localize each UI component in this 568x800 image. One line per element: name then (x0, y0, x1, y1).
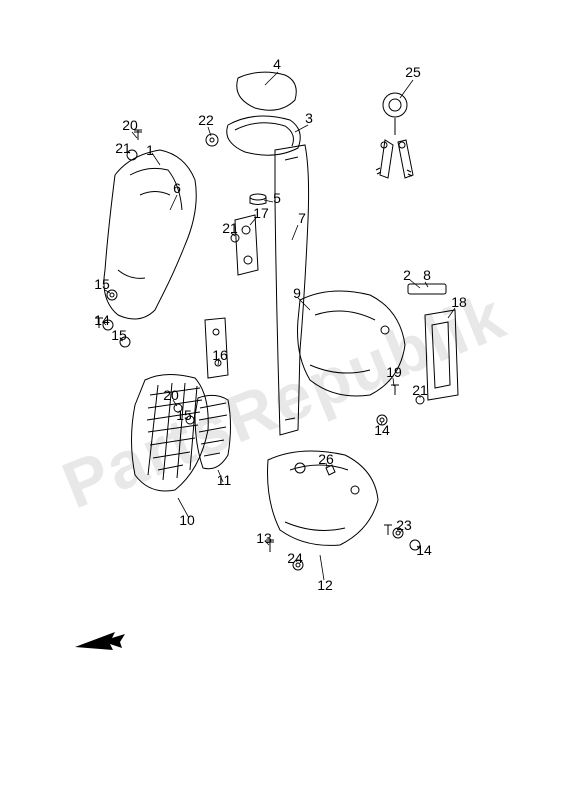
callout-20a: 20 (122, 117, 138, 133)
callout-20b: 20 (163, 387, 179, 403)
callout-5: 5 (269, 190, 285, 206)
callout-13: 13 (256, 530, 272, 546)
callout-12: 12 (317, 577, 333, 593)
callout-8: 8 (419, 267, 435, 283)
callout-15c: 15 (176, 407, 192, 423)
callout-24: 24 (287, 550, 303, 566)
callout-18: 18 (451, 294, 467, 310)
callout-2: 2 (399, 267, 415, 283)
callout-15a: 15 (94, 276, 110, 292)
callout-14a: 14 (94, 312, 110, 328)
callout-19: 19 (386, 364, 402, 380)
callout-25: 25 (405, 64, 421, 80)
callout-14b: 14 (416, 542, 432, 558)
callout-11: 11 (216, 472, 232, 488)
callout-21a: 21 (115, 140, 131, 156)
callout-10: 10 (179, 512, 195, 528)
callout-15b: 15 (111, 327, 127, 343)
callout-3: 3 (301, 110, 317, 126)
callout-21b: 21 (222, 220, 238, 236)
callout-6: 6 (169, 180, 185, 196)
callout-4: 4 (269, 56, 285, 72)
callout-14c: 14 (374, 422, 390, 438)
callout-9: 9 (289, 285, 305, 301)
callout-17: 17 (253, 205, 269, 221)
callouts-layer: 1234567891011121314141415151516171819202… (0, 0, 568, 800)
callout-23: 23 (396, 517, 412, 533)
callout-7: 7 (294, 210, 310, 226)
callout-1: 1 (142, 142, 158, 158)
callout-21c: 21 (412, 382, 428, 398)
callout-22: 22 (198, 112, 214, 128)
diagram-container: PartsRepublik (0, 0, 568, 800)
callout-16: 16 (212, 347, 228, 363)
callout-26: 26 (318, 451, 334, 467)
